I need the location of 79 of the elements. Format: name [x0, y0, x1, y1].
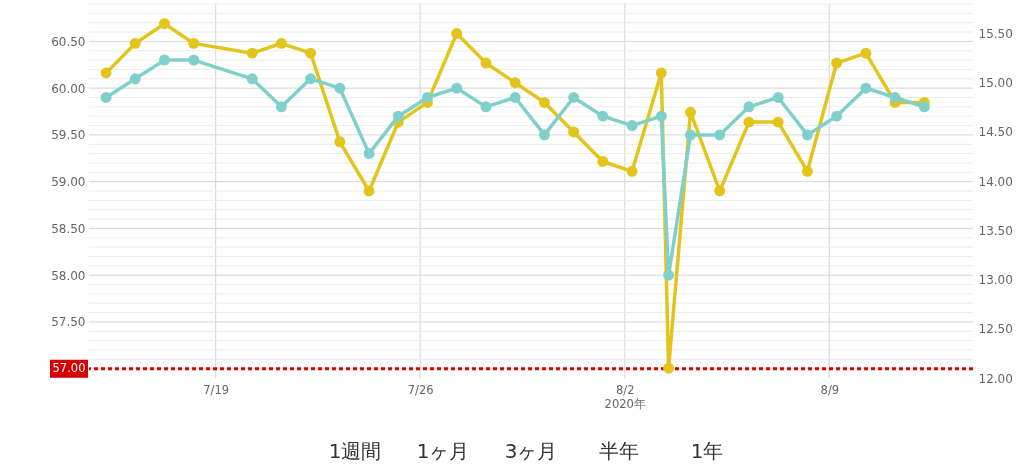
ref-line-label: 57.00 — [52, 360, 86, 375]
point — [860, 82, 872, 94]
point — [159, 18, 170, 30]
y2-tick-label: 14.50 — [978, 125, 1013, 140]
point — [918, 101, 930, 113]
point — [100, 67, 112, 79]
y2-tick-label: 15.00 — [978, 76, 1013, 91]
y-tick-label: 60.50 — [51, 34, 86, 49]
y2-tick-label: 13.00 — [978, 273, 1013, 288]
point — [801, 165, 813, 177]
point — [685, 106, 696, 118]
point — [626, 120, 638, 132]
y2-tick-label: 14.00 — [978, 174, 1013, 189]
point — [655, 110, 667, 122]
y-tick-label: 59.00 — [51, 175, 86, 190]
x-tick-label: 8/9 — [820, 382, 840, 397]
point — [334, 82, 346, 94]
point — [655, 67, 667, 79]
point — [188, 54, 200, 66]
point — [597, 110, 609, 122]
point — [663, 362, 675, 374]
point — [188, 37, 200, 49]
point — [159, 54, 170, 66]
text: 1年 — [690, 439, 724, 463]
text: 1週間 — [328, 439, 382, 463]
x-tick-label: 7/26 — [407, 382, 434, 397]
point — [831, 110, 843, 122]
point — [509, 77, 521, 89]
y-tick-label: 57.50 — [51, 315, 86, 330]
point — [275, 37, 287, 49]
point — [392, 110, 404, 122]
y-tick-label: 58.50 — [51, 221, 86, 236]
point — [772, 116, 784, 128]
text: 3ヶ月 — [504, 439, 558, 463]
point — [305, 73, 317, 85]
x-tick-label: 7/19 — [203, 382, 230, 397]
y-tick-label: 59.50 — [51, 128, 86, 143]
point — [626, 165, 638, 177]
y2-tick-label: 13.50 — [978, 223, 1013, 238]
point — [509, 92, 521, 103]
point — [305, 47, 317, 59]
point — [568, 126, 580, 138]
point — [363, 148, 375, 160]
point — [246, 47, 258, 59]
point — [860, 47, 872, 59]
point — [568, 92, 580, 103]
y2-tick-label: 15.50 — [978, 27, 1013, 42]
point — [597, 156, 609, 167]
point — [663, 269, 675, 281]
point — [831, 57, 843, 69]
y2-tick-label: 12.50 — [978, 322, 1013, 337]
text: 1ヶ月 — [416, 439, 470, 463]
y-tick-label: 58.00 — [51, 268, 86, 283]
point — [772, 92, 784, 103]
point — [451, 82, 463, 94]
point — [334, 136, 346, 148]
point — [685, 129, 696, 141]
point — [129, 73, 141, 85]
point — [246, 73, 258, 85]
text: 半年 — [599, 439, 639, 463]
point — [100, 92, 112, 103]
point — [714, 185, 726, 197]
point — [538, 129, 550, 141]
point — [801, 129, 813, 141]
point — [275, 101, 287, 113]
point — [743, 116, 755, 128]
y2-tick-label: 12.00 — [978, 371, 1013, 386]
point — [480, 101, 492, 113]
x-tick-label: 8/2 2020年 — [604, 382, 646, 411]
point — [714, 129, 726, 141]
point — [422, 92, 433, 103]
point — [743, 101, 755, 113]
point — [889, 92, 901, 103]
point — [451, 28, 463, 39]
point — [480, 57, 492, 69]
point — [129, 37, 141, 49]
point — [538, 96, 550, 108]
y-tick-label: 60.00 — [51, 81, 86, 96]
point — [363, 185, 375, 197]
